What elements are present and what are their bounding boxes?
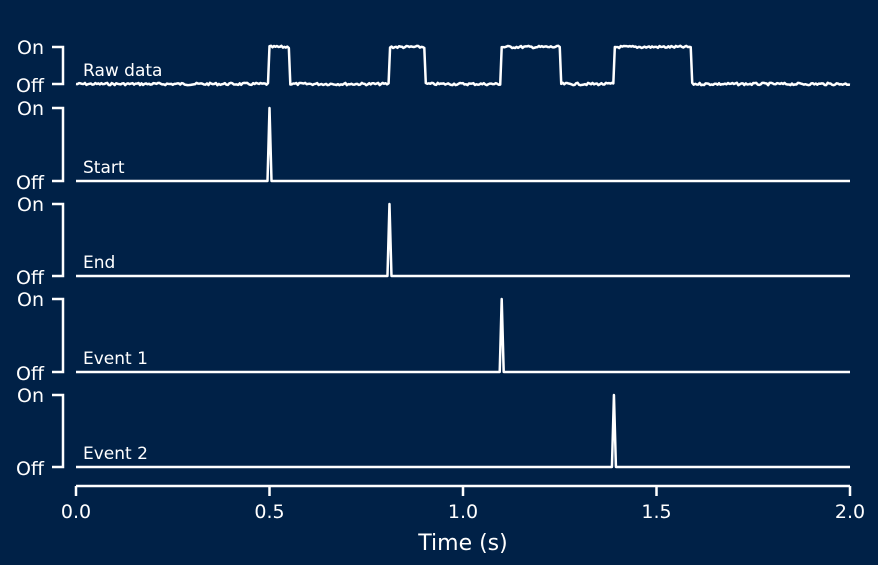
panel-4: On Off Event 1 [16, 289, 850, 385]
y-tick-label-off: Off [16, 172, 45, 194]
y-tick-label-on: On [17, 289, 44, 311]
y-tick-label-on: On [17, 194, 44, 216]
panel-1: On Off Raw data [16, 37, 851, 97]
x-axis-title: Time (s) [417, 531, 507, 556]
series-line-event-2 [76, 393, 850, 469]
x-axis: 0.0 0.5 1.0 1.5 2.0 [61, 484, 865, 523]
series-label: End [83, 253, 115, 273]
x-tick-label: 0.5 [254, 501, 284, 523]
x-tick-label: 1.5 [641, 501, 671, 523]
panel-5: On Off Event 2 [16, 385, 850, 480]
series-label: Raw data [83, 61, 162, 81]
y-axis-spine [52, 297, 65, 374]
y-axis-spine [52, 106, 65, 183]
y-tick-label-off: Off [16, 363, 45, 385]
y-tick-label-on: On [17, 385, 44, 407]
x-tick-label: 0.0 [61, 501, 91, 523]
series-label: Start [83, 158, 125, 178]
series-label: Event 2 [83, 444, 148, 464]
x-tick-label: 1.0 [448, 501, 478, 523]
series-line-end [76, 202, 850, 278]
y-tick-label-on: On [17, 98, 44, 120]
panel-2: On Off Start [16, 98, 850, 194]
y-tick-label-off: Off [16, 267, 45, 289]
y-tick-label-on: On [17, 37, 44, 59]
y-tick-label-off: Off [16, 458, 45, 480]
series-line-raw-data [75, 44, 851, 87]
y-axis-spine [52, 393, 65, 469]
series-label: Event 1 [83, 349, 148, 369]
panel-3: On Off End [16, 194, 850, 289]
y-tick-label-off: Off [16, 75, 45, 97]
y-axis-spine [52, 202, 65, 278]
series-line-event-1 [76, 297, 850, 374]
x-tick-label: 2.0 [835, 501, 865, 523]
y-axis-spine [52, 45, 65, 86]
series-line-start [76, 106, 850, 183]
